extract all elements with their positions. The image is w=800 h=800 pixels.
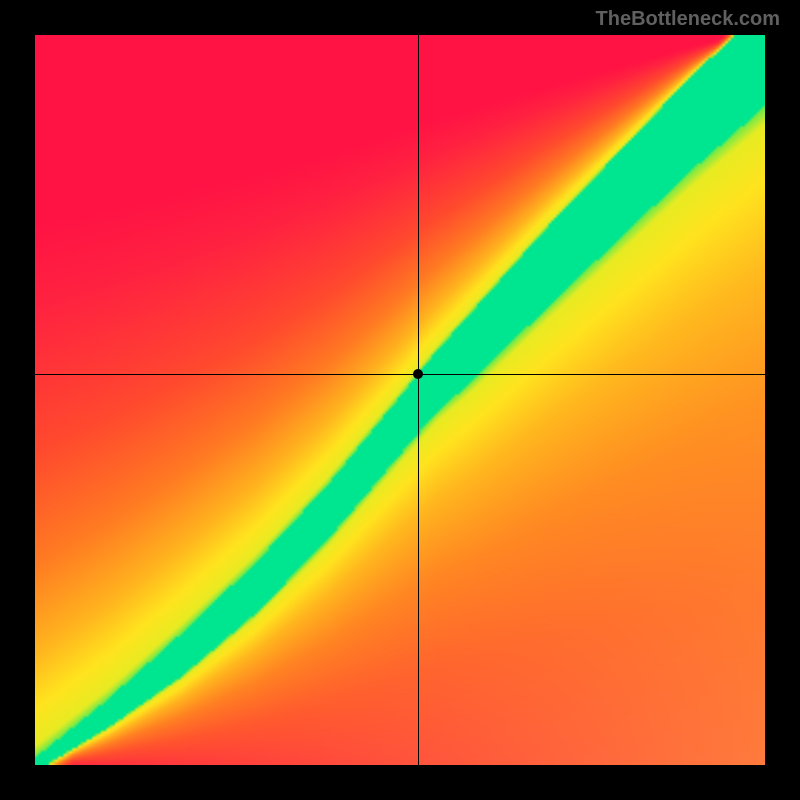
heatmap-plot: [35, 35, 765, 765]
crosshair-vertical: [418, 35, 419, 765]
crosshair-marker: [413, 369, 423, 379]
heatmap-canvas: [35, 35, 765, 765]
crosshair-horizontal: [35, 374, 765, 375]
watermark-text: TheBottleneck.com: [596, 8, 780, 31]
